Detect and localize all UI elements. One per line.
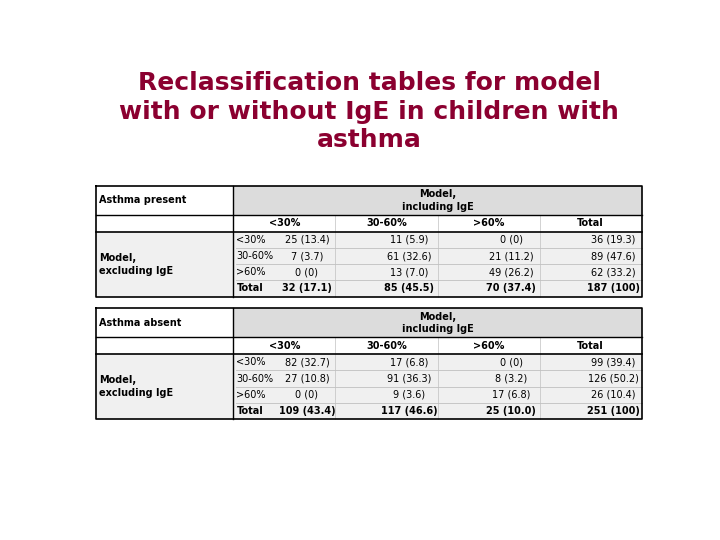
Bar — [96, 186, 233, 215]
Text: >60%: >60% — [473, 341, 504, 351]
Text: Total: Total — [577, 218, 604, 228]
Text: 0 (0): 0 (0) — [295, 390, 318, 400]
Text: 30-60%: 30-60% — [236, 374, 274, 383]
Text: <30%: <30% — [269, 341, 300, 351]
Bar — [233, 232, 642, 296]
Bar — [233, 215, 642, 232]
Text: 7 (3.7): 7 (3.7) — [291, 251, 323, 261]
Text: Reclassification tables for model
with or without IgE in children with
asthma: Reclassification tables for model with o… — [119, 71, 619, 152]
Bar — [233, 338, 642, 354]
Text: 26 (10.4): 26 (10.4) — [591, 390, 636, 400]
Text: 25 (10.0): 25 (10.0) — [486, 406, 536, 416]
Bar — [233, 354, 642, 419]
Text: Model,
including IgE: Model, including IgE — [402, 189, 474, 212]
Bar — [96, 338, 233, 354]
Text: 0 (0): 0 (0) — [500, 357, 523, 367]
Bar — [233, 186, 642, 215]
Text: Asthma present: Asthma present — [99, 195, 186, 205]
Text: 251 (100): 251 (100) — [587, 406, 639, 416]
Text: <30%: <30% — [236, 235, 266, 245]
Text: 11 (5.9): 11 (5.9) — [390, 235, 428, 245]
Text: 21 (11.2): 21 (11.2) — [489, 251, 534, 261]
Text: Model,
including IgE: Model, including IgE — [402, 312, 474, 334]
Text: Total: Total — [236, 284, 264, 293]
Text: Model,
excluding IgE: Model, excluding IgE — [99, 253, 174, 276]
Text: 0 (0): 0 (0) — [295, 267, 318, 278]
Text: >60%: >60% — [236, 390, 266, 400]
Text: 61 (32.6): 61 (32.6) — [387, 251, 431, 261]
Text: 36 (19.3): 36 (19.3) — [591, 235, 635, 245]
Bar — [96, 232, 233, 296]
Text: <30%: <30% — [269, 218, 300, 228]
Text: 32 (17.1): 32 (17.1) — [282, 284, 332, 293]
Text: 187 (100): 187 (100) — [587, 284, 639, 293]
Text: 17 (6.8): 17 (6.8) — [390, 357, 428, 367]
Text: 30-60%: 30-60% — [366, 218, 407, 228]
Text: 82 (32.7): 82 (32.7) — [284, 357, 329, 367]
Text: Asthma absent: Asthma absent — [99, 318, 181, 328]
Text: Total: Total — [236, 406, 264, 416]
Text: 25 (13.4): 25 (13.4) — [284, 235, 329, 245]
Text: 30-60%: 30-60% — [366, 341, 407, 351]
Text: Total: Total — [577, 341, 604, 351]
Text: >60%: >60% — [236, 267, 266, 278]
Text: 89 (47.6): 89 (47.6) — [591, 251, 636, 261]
Text: 13 (7.0): 13 (7.0) — [390, 267, 428, 278]
Text: 99 (39.4): 99 (39.4) — [591, 357, 635, 367]
Bar — [233, 308, 642, 338]
Text: 70 (37.4): 70 (37.4) — [486, 284, 536, 293]
Text: 62 (33.2): 62 (33.2) — [591, 267, 636, 278]
Text: >60%: >60% — [473, 218, 504, 228]
Text: 0 (0): 0 (0) — [500, 235, 523, 245]
Text: 8 (3.2): 8 (3.2) — [495, 374, 527, 383]
Text: 91 (36.3): 91 (36.3) — [387, 374, 431, 383]
Text: 49 (26.2): 49 (26.2) — [489, 267, 534, 278]
Text: 85 (45.5): 85 (45.5) — [384, 284, 434, 293]
Text: 9 (3.6): 9 (3.6) — [393, 390, 425, 400]
Text: 17 (6.8): 17 (6.8) — [492, 390, 531, 400]
Text: 27 (10.8): 27 (10.8) — [284, 374, 329, 383]
Text: 109 (43.4): 109 (43.4) — [279, 406, 336, 416]
Bar — [96, 308, 233, 338]
Bar — [96, 215, 233, 232]
Text: <30%: <30% — [236, 357, 266, 367]
Text: 126 (50.2): 126 (50.2) — [588, 374, 639, 383]
Text: 30-60%: 30-60% — [236, 251, 274, 261]
Text: Model,
excluding IgE: Model, excluding IgE — [99, 375, 174, 399]
Bar — [96, 354, 233, 419]
Text: 117 (46.6): 117 (46.6) — [381, 406, 437, 416]
